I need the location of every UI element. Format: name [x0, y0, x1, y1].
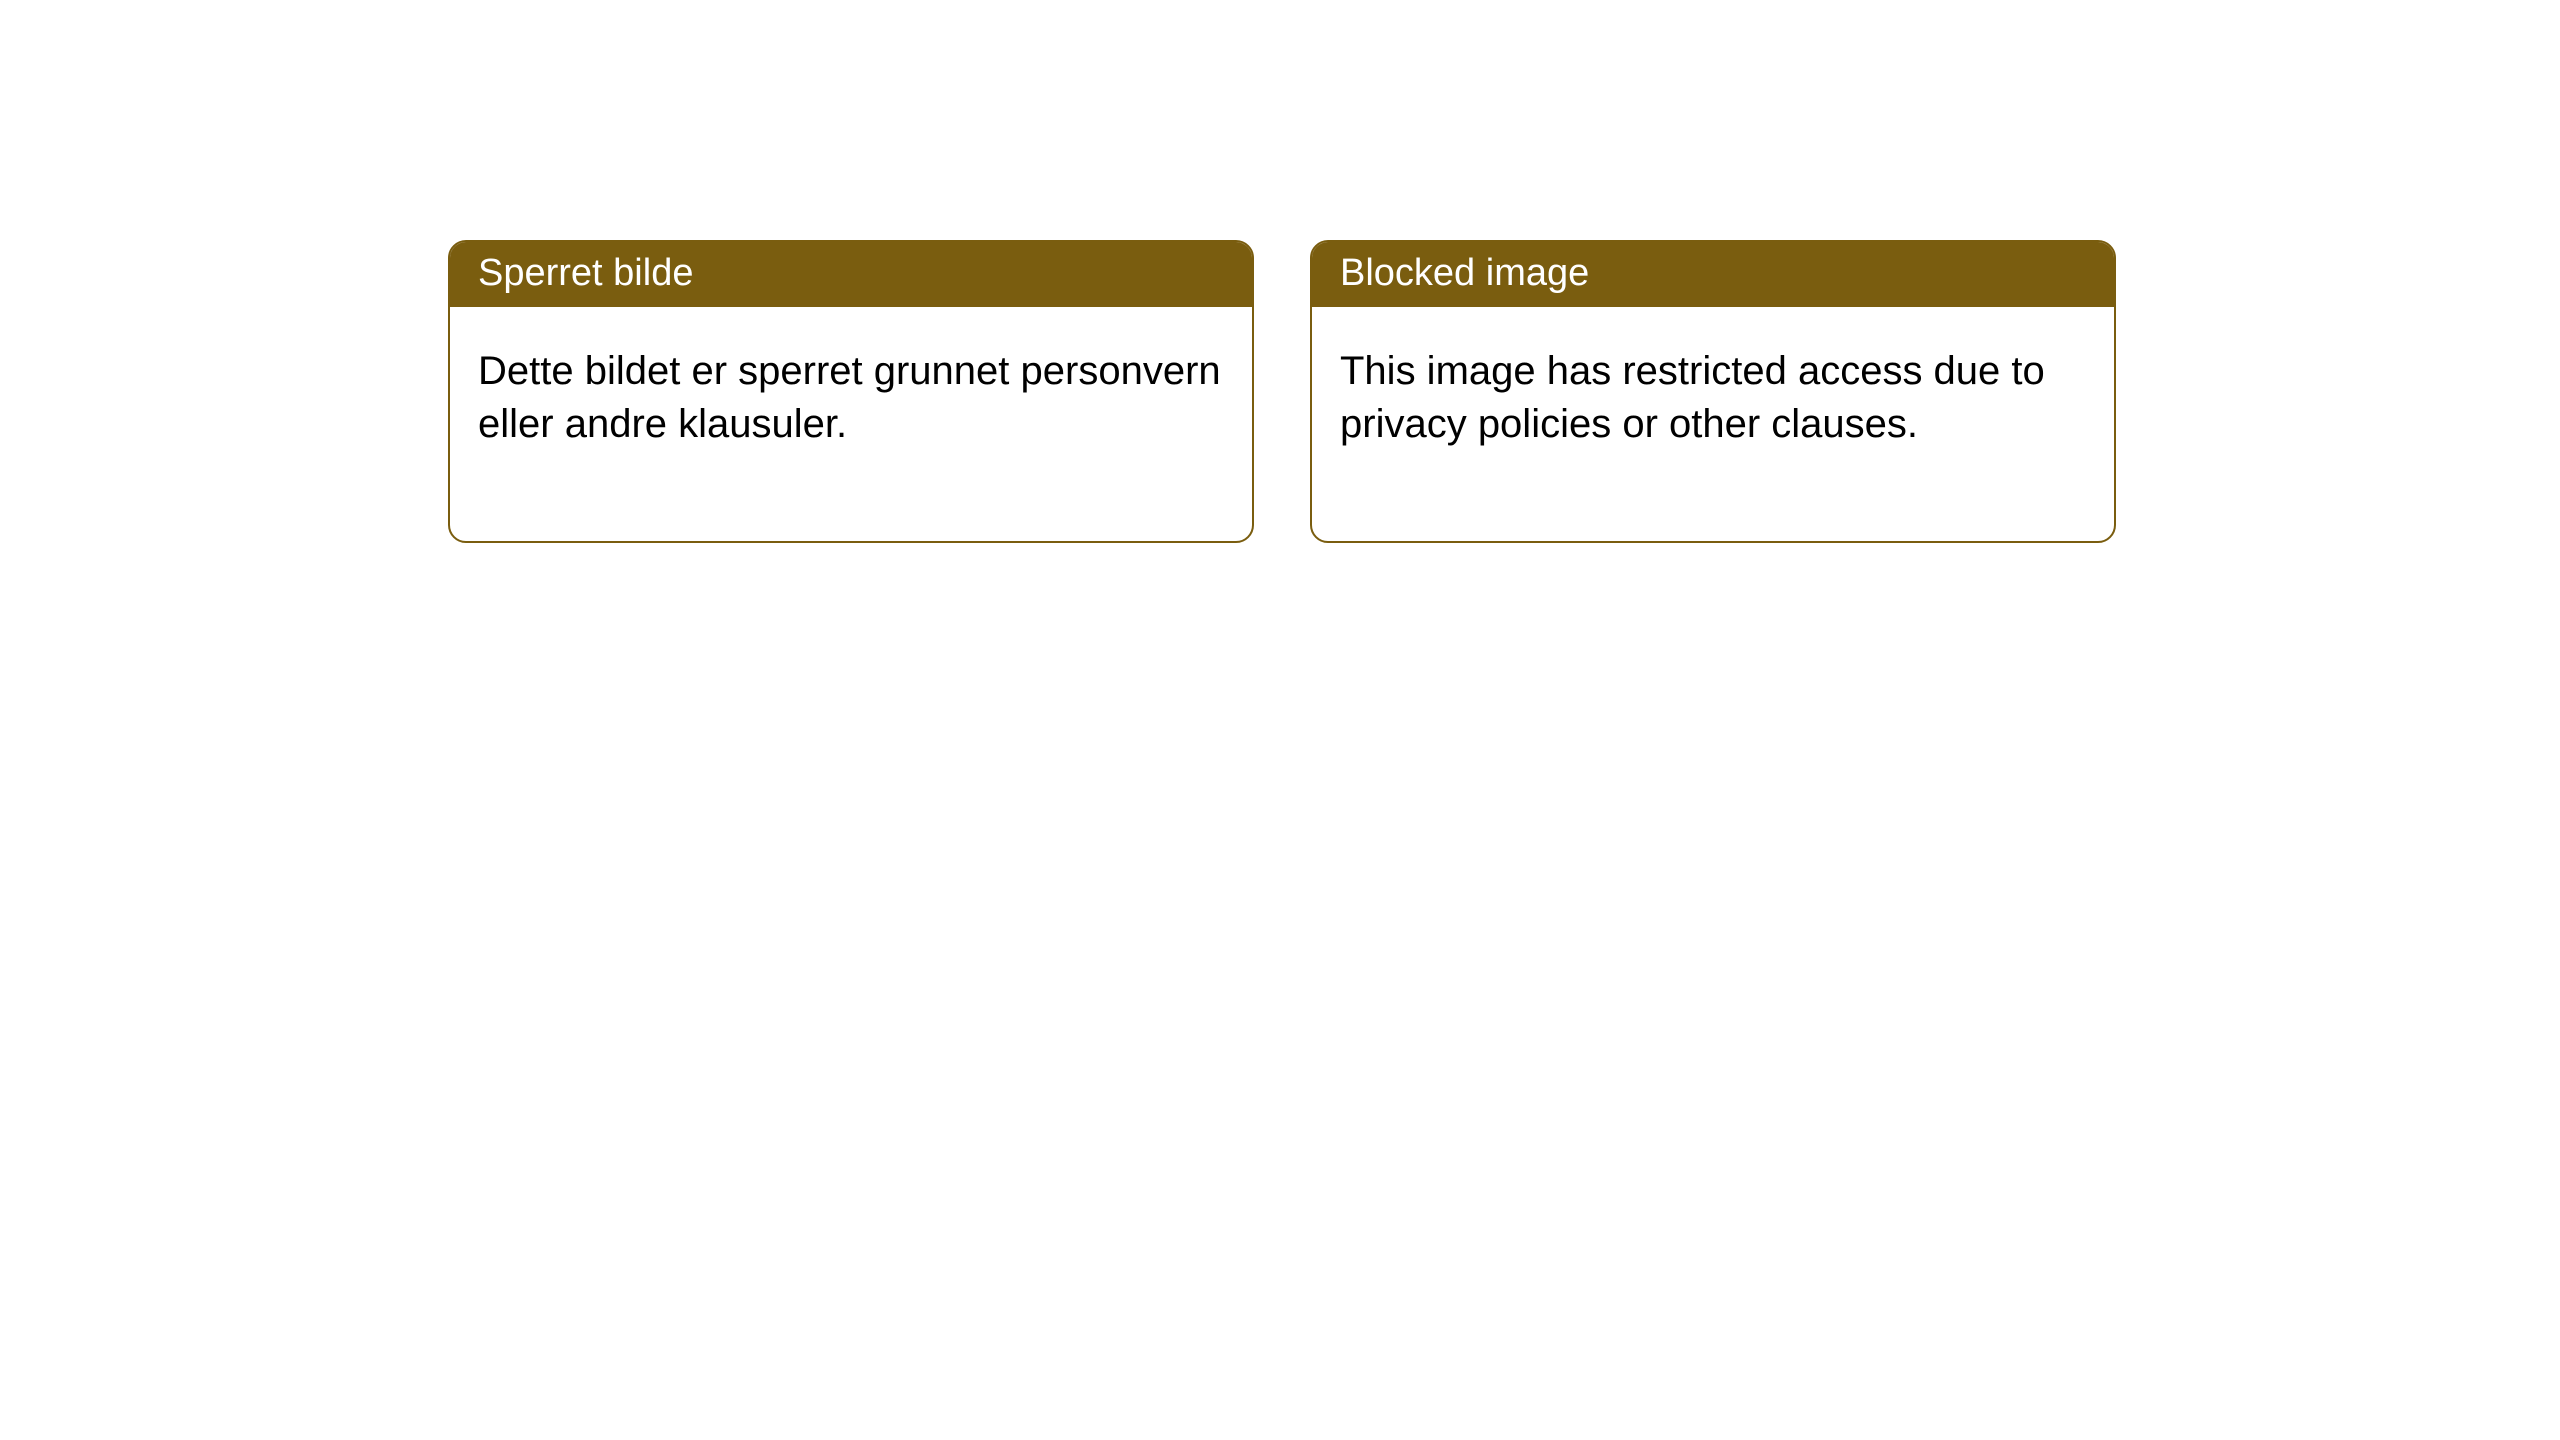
card-title: Sperret bilde	[478, 252, 693, 294]
card-header: Blocked image	[1312, 242, 2114, 307]
card-header: Sperret bilde	[450, 242, 1252, 307]
blocked-image-card-no: Sperret bilde Dette bildet er sperret gr…	[448, 240, 1254, 543]
card-title: Blocked image	[1340, 252, 1589, 294]
card-body: Dette bildet er sperret grunnet personve…	[450, 307, 1252, 541]
blocked-image-card-en: Blocked image This image has restricted …	[1310, 240, 2116, 543]
card-body-text: This image has restricted access due to …	[1340, 349, 2045, 446]
notice-container: Sperret bilde Dette bildet er sperret gr…	[0, 0, 2560, 543]
card-body-text: Dette bildet er sperret grunnet personve…	[478, 349, 1221, 446]
card-body: This image has restricted access due to …	[1312, 307, 2114, 541]
